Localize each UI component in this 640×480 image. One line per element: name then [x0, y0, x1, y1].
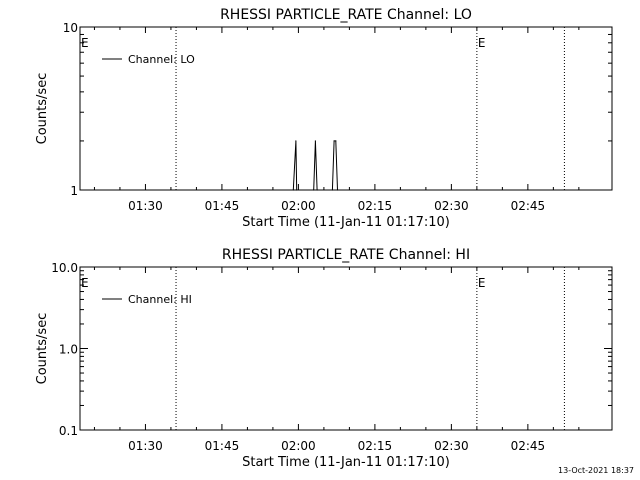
data-point: [296, 189, 298, 191]
legend-label: Channel: LO: [128, 53, 195, 66]
y-tick-label: 10: [63, 21, 78, 35]
event-marker-label-left: E: [81, 276, 89, 290]
x-tick-label: 02:30: [434, 439, 469, 453]
x-tick-label: 02:45: [511, 199, 546, 213]
x-tick-label: 01:30: [128, 199, 163, 213]
x-tick-label: 02:00: [281, 439, 316, 453]
data-point: [331, 189, 334, 191]
chart-panel-1: RHESSI PARTICLE_RATE Channel: LO 01:30 01:…: [35, 7, 613, 230]
data-point: [335, 140, 337, 142]
event-marker-label: E: [478, 276, 486, 290]
legend-label: Channel: HI: [128, 293, 192, 306]
y-axis-label: Counts/sec: [35, 73, 50, 145]
y-tick-label: 1.0: [59, 343, 78, 357]
plot-frame: [79, 26, 613, 191]
chart-title: RHESSI PARTICLE_RATE Channel: HI: [222, 247, 470, 263]
series-line-1: [292, 140, 338, 191]
x-tick-label: 02:45: [511, 439, 546, 453]
x-tick-label: 01:45: [205, 439, 240, 453]
plot-frame: [79, 266, 613, 431]
data-point: [292, 189, 294, 191]
chart-panel-2: RHESSI PARTICLE_RATE Channel: HI 01:30 01:…: [35, 247, 613, 470]
data-point: [316, 189, 318, 191]
y-axis-label: Counts/sec: [35, 313, 50, 385]
legend: Channel: HI: [102, 293, 192, 306]
x-tick-label: 02:15: [358, 439, 393, 453]
x-axis-label: Start Time (11-Jan-11 01:17:10): [242, 215, 450, 230]
data-point: [333, 140, 335, 142]
event-marker-label-left: E: [81, 36, 89, 50]
data-point: [313, 189, 315, 191]
data-point: [336, 189, 339, 191]
x-tick-label: 02:15: [358, 199, 393, 213]
legend: Channel: LO: [102, 53, 195, 66]
event-marker-label: E: [478, 36, 486, 50]
y-tick-label: 0.1: [59, 424, 78, 438]
x-axis-label: Start Time (11-Jan-11 01:17:10): [242, 455, 450, 470]
x-tick-label: 01:30: [128, 439, 163, 453]
chart-title: RHESSI PARTICLE_RATE Channel: LO: [220, 7, 472, 23]
data-point: [295, 140, 297, 142]
footer-timestamp: 13-Oct-2021 18:37: [558, 466, 634, 475]
y-tick-label: 10.0: [51, 261, 78, 275]
x-tick-label: 02:00: [281, 199, 316, 213]
x-tick-label: 01:45: [205, 199, 240, 213]
data-point: [314, 140, 317, 142]
x-tick-label: 02:30: [434, 199, 469, 213]
y-tick-label: 1: [70, 184, 78, 198]
